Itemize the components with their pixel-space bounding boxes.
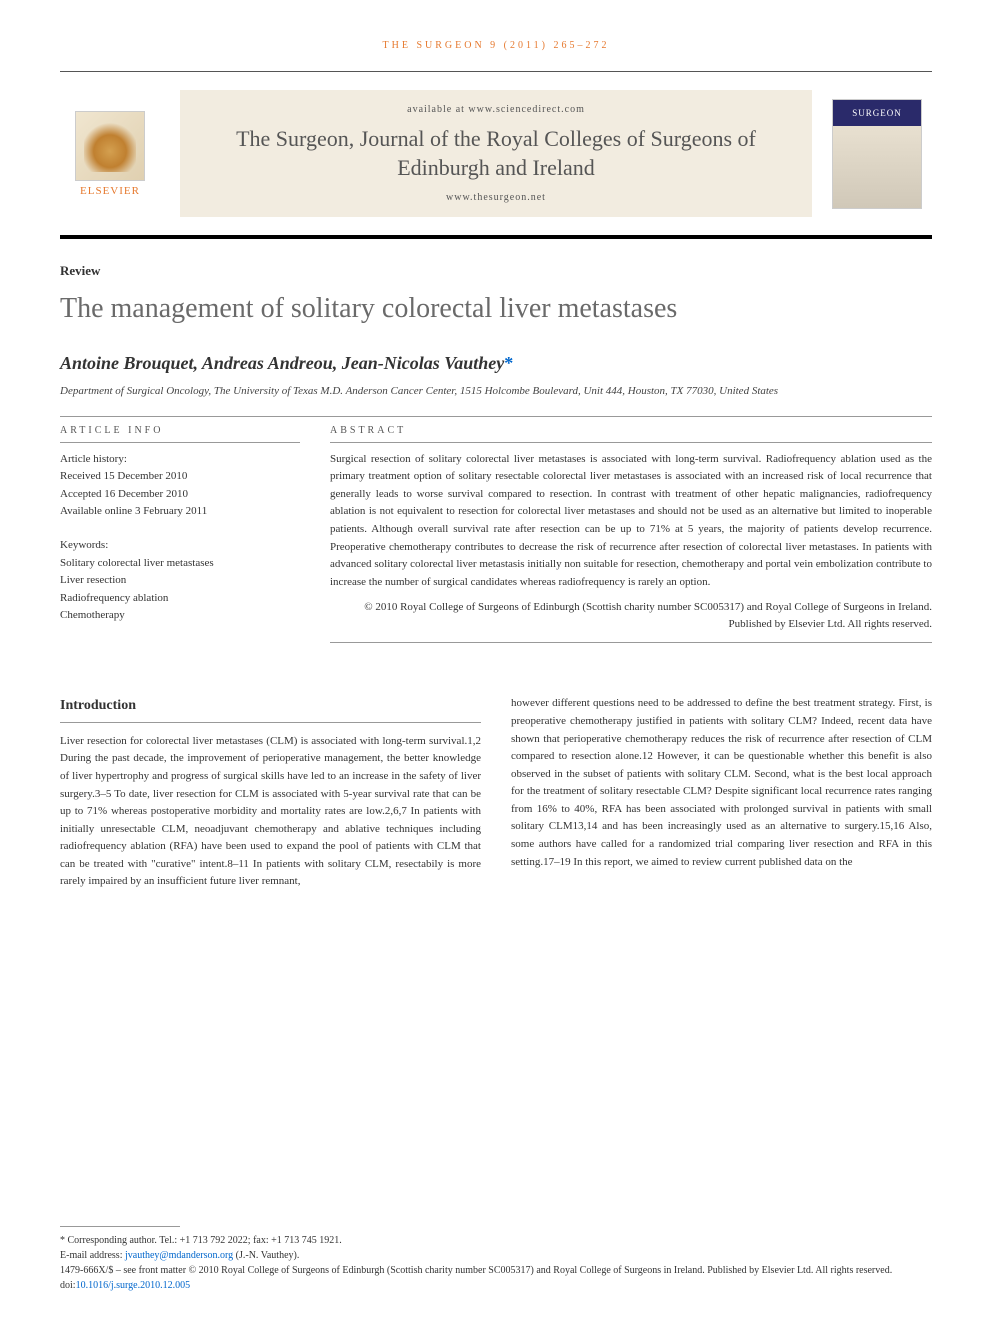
journal-name: The Surgeon, Journal of the Royal Colleg… [200,125,792,182]
doi-label: doi: [60,1280,76,1291]
author-names: Antoine Brouquet, Andreas Andreou, Jean-… [60,353,504,373]
keyword: Chemotherapy [60,607,300,625]
abstract-text: Surgical resection of solitary colorecta… [330,451,932,592]
article-info-label: ARTICLE INFO [60,425,300,436]
body-paragraph: Liver resection for colorectal liver met… [60,733,481,891]
keyword: Liver resection [60,572,300,590]
body-column-right: however different questions need to be a… [511,695,932,891]
email-name: (J.-N. Vauthey). [236,1250,300,1261]
body-columns: Introduction Liver resection for colorec… [60,695,932,891]
doi-line: doi:10.1016/j.surge.2010.12.005 [60,1278,932,1293]
available-at-text: available at www.sciencedirect.com [200,104,792,115]
cover-title: SURGEON [833,100,921,126]
cover-image-icon [833,126,921,208]
footer: * Corresponding author. Tel.: +1 713 792… [60,1226,932,1293]
front-matter-text: 1479-666X/$ – see front matter © 2010 Ro… [60,1263,932,1278]
keywords-label: Keywords: [60,537,300,555]
accepted-date: Accepted 16 December 2010 [60,486,300,504]
running-header: THE SURGEON 9 (2011) 265–272 [60,40,932,51]
history-label: Article history: [60,451,300,469]
body-paragraph: however different questions need to be a… [511,695,932,871]
elsevier-label: ELSEVIER [80,185,140,197]
corr-label: * Corresponding author. [60,1235,157,1246]
keyword: Solitary colorectal liver metastases [60,555,300,573]
online-date: Available online 3 February 2011 [60,503,300,521]
affiliation: Department of Surgical Oncology, The Uni… [60,384,932,399]
keyword: Radiofrequency ablation [60,590,300,608]
introduction-heading: Introduction [60,695,481,722]
journal-cover-thumb: SURGEON [832,99,932,209]
elsevier-tree-icon [75,111,145,181]
abstract-label: ABSTRACT [330,425,932,436]
publisher-logo-block: ELSEVIER [60,111,160,197]
masthead: ELSEVIER available at www.sciencedirect.… [60,71,932,239]
divider [60,416,932,417]
corresponding-author-line: * Corresponding author. Tel.: +1 713 792… [60,1233,932,1248]
corr-tel: Tel.: +1 713 792 2022; fax: +1 713 745 1… [159,1235,342,1246]
doi-link[interactable]: 10.1016/j.surge.2010.12.005 [76,1280,191,1291]
email-link[interactable]: jvauthey@mdanderson.org [125,1250,233,1261]
masthead-center: available at www.sciencedirect.com The S… [180,90,812,217]
info-abstract-row: ARTICLE INFO Article history: Received 1… [60,425,932,652]
corresponding-star-icon: * [504,353,513,373]
article-info-column: ARTICLE INFO Article history: Received 1… [60,425,300,652]
abstract-column: ABSTRACT Surgical resection of solitary … [330,425,932,652]
article-type: Review [60,263,932,279]
article-title: The management of solitary colorectal li… [60,293,932,325]
received-date: Received 15 December 2010 [60,468,300,486]
email-line: E-mail address: jvauthey@mdanderson.org … [60,1248,932,1263]
journal-url[interactable]: www.thesurgeon.net [200,192,792,203]
body-column-left: Introduction Liver resection for colorec… [60,695,481,891]
authors: Antoine Brouquet, Andreas Andreou, Jean-… [60,353,932,374]
abstract-copyright: © 2010 Royal College of Surgeons of Edin… [330,599,932,632]
email-label: E-mail address: [60,1250,122,1261]
